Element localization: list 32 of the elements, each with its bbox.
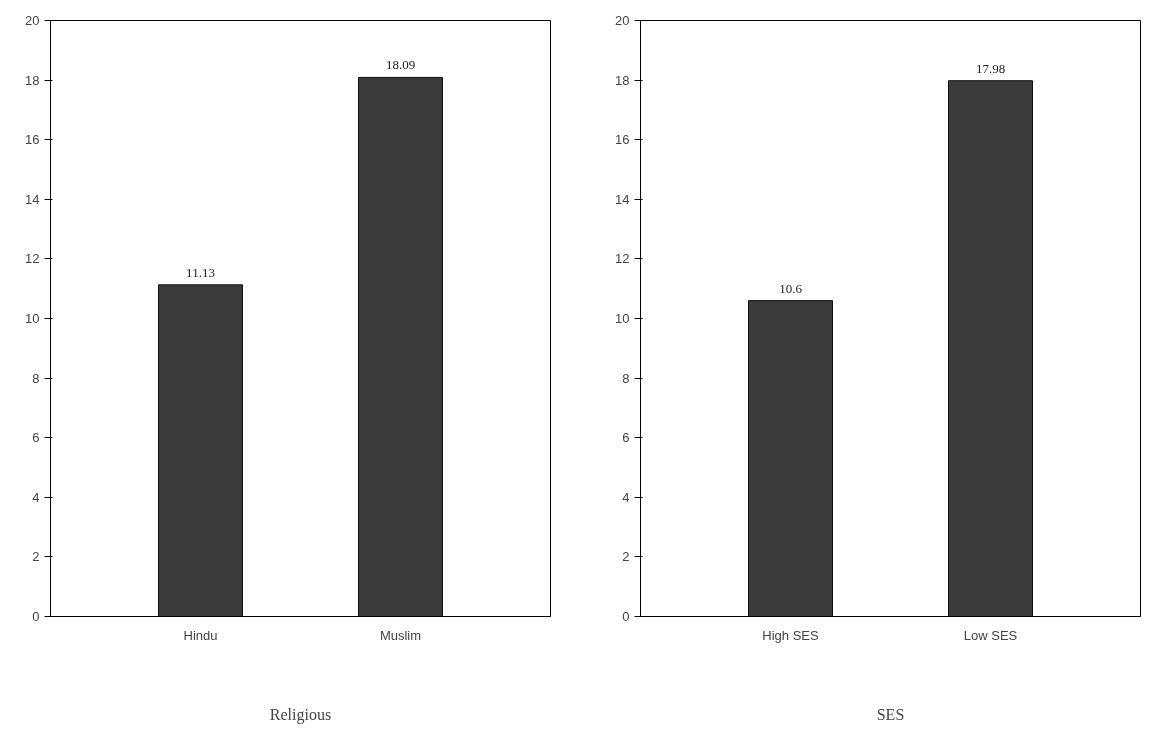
y-tick-label: 0	[622, 609, 630, 624]
y-tick-label: 18	[615, 72, 630, 88]
y-tick-label: 4	[622, 489, 630, 505]
y-tick-label: 12	[25, 251, 40, 267]
y-tick-label: 2	[32, 549, 40, 565]
y-tick-label: 16	[25, 132, 40, 148]
data-label: 11.13	[186, 264, 215, 280]
data-label: 18.09	[385, 57, 416, 73]
y-tick-label: 20	[25, 13, 40, 28]
y-tick-label: 14	[25, 191, 40, 207]
data-label: 17.98	[975, 60, 1006, 76]
data-label: 10.6	[779, 280, 803, 296]
y-tick-label: 2	[622, 549, 630, 565]
y-tick-label: 10	[615, 311, 630, 326]
y-tick-label: 18	[25, 72, 40, 88]
y-tick-label: 20	[615, 13, 630, 28]
x-tick-label: High SES	[762, 627, 820, 643]
x-tick-label: Low SES	[963, 627, 1018, 643]
x-axis-title: SES	[876, 705, 905, 723]
y-tick-label: 0	[32, 609, 40, 624]
y-tick-label: 8	[622, 370, 630, 386]
y-tick-label: 16	[615, 132, 630, 148]
y-tick-label: 12	[615, 251, 630, 267]
y-tick-label: 8	[32, 370, 40, 386]
y-tick-label: 10	[25, 311, 40, 326]
x-tick-label: Hindu	[183, 627, 218, 643]
x-axis-title: Religious	[269, 705, 332, 724]
y-tick-label: 14	[615, 191, 630, 207]
y-tick-label: 6	[622, 430, 630, 446]
x-tick-label: Muslim	[379, 627, 422, 643]
y-tick-label: 4	[32, 489, 40, 505]
y-tick-label: 6	[32, 430, 40, 446]
